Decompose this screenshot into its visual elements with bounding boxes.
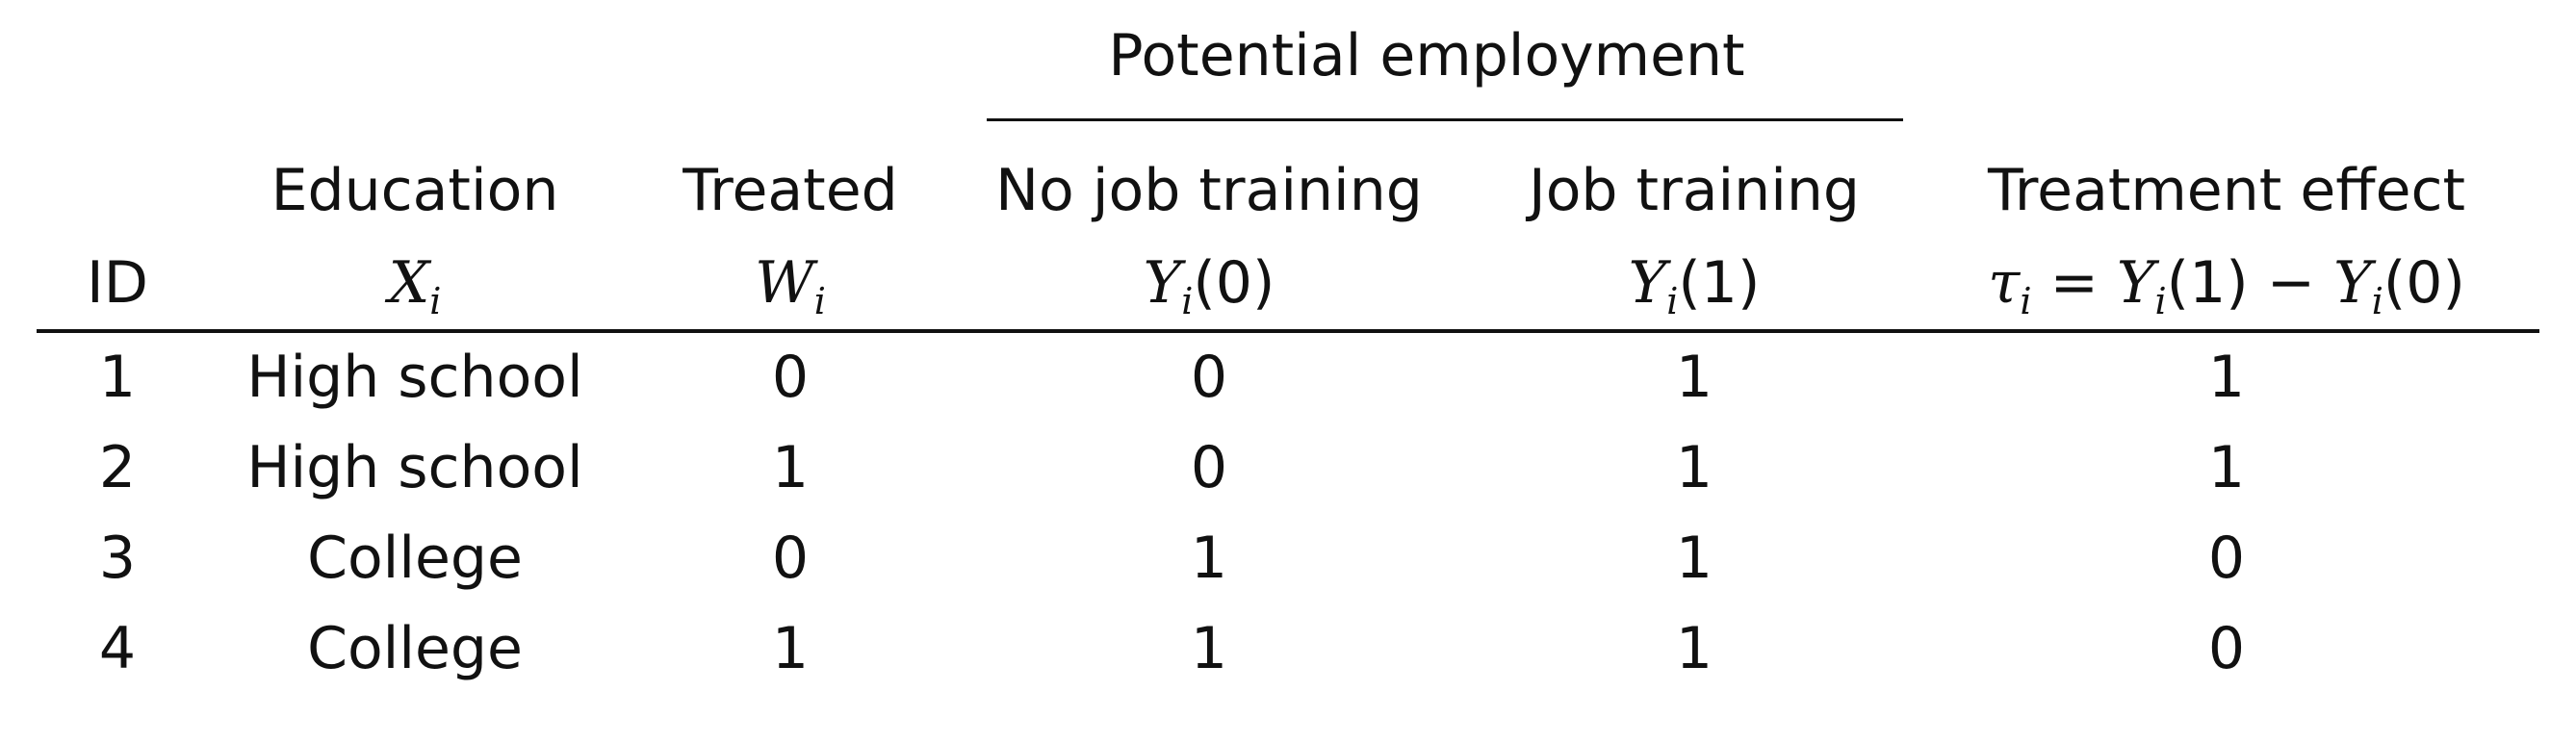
cell-y1: 1 [1675, 344, 1713, 411]
cell-y1: 1 [1675, 525, 1713, 592]
cell-tau: 1 [2207, 434, 2246, 501]
cell-education: College [307, 525, 523, 592]
cell-id: 1 [98, 344, 137, 411]
header-treated-var: Wi [755, 254, 826, 320]
header-treatment-effect-formula: τi = Yi(1) − Yi(0) [1988, 254, 2465, 320]
cell-id: 2 [98, 434, 137, 501]
cell-y0: 0 [1190, 344, 1228, 411]
header-education-var: Xi [389, 254, 442, 320]
sub-i: i [813, 280, 826, 322]
header-education: Education [270, 157, 559, 224]
cell-tau: 0 [2207, 525, 2246, 592]
cell-education: College [307, 615, 523, 682]
cell-id: 3 [98, 525, 137, 592]
sub-i: i [2371, 280, 2383, 322]
cell-y0: 1 [1190, 525, 1228, 592]
cell-treated: 0 [771, 525, 810, 592]
arg-0: (0) [1193, 249, 1275, 317]
header-job-training: Job training [1528, 157, 1861, 224]
cell-education: High school [246, 434, 583, 501]
arg-1: (1) [1678, 249, 1761, 317]
var-tau: τ [1988, 249, 2021, 317]
var-x: X [388, 249, 430, 317]
header-treated: Treated [683, 157, 898, 224]
cell-y1: 1 [1675, 434, 1713, 501]
arg-0: (0) [2383, 249, 2465, 317]
header-id: ID [87, 249, 148, 317]
var-y: Y [1143, 249, 1182, 317]
cell-tau: 0 [2207, 615, 2246, 682]
sub-i: i [2020, 280, 2032, 322]
var-y0: Y [2333, 249, 2372, 317]
minus-sign: − [2248, 249, 2334, 317]
var-w: W [755, 249, 814, 317]
sub-i: i [1666, 280, 1679, 322]
equals-sign: = [2031, 249, 2117, 317]
cell-treated: 1 [771, 434, 810, 501]
var-y: Y [1628, 249, 1667, 317]
cell-id: 4 [98, 615, 137, 682]
potential-outcomes-table: Potential employment Education Treated N… [37, 0, 2539, 743]
cell-y1: 1 [1675, 615, 1713, 682]
sub-i: i [2154, 280, 2167, 322]
cell-treated: 1 [771, 615, 810, 682]
cell-tau: 1 [2207, 344, 2246, 411]
cell-education: High school [246, 344, 583, 411]
header-job-training-var: Yi(1) [1629, 254, 1761, 320]
header-treatment-effect: Treatment effect [1987, 157, 2466, 224]
group-header-potential-employment: Potential employment [1108, 22, 1745, 90]
cell-treated: 0 [771, 344, 810, 411]
header-no-job-training: No job training [995, 157, 1423, 224]
arg-1: (1) [2166, 249, 2249, 317]
sub-i: i [429, 280, 442, 322]
var-y1: Y [2116, 249, 2155, 317]
header-no-job-training-var: Yi(0) [1144, 254, 1275, 320]
cell-y0: 1 [1190, 615, 1228, 682]
sub-i: i [1181, 280, 1194, 322]
group-header-rule [987, 118, 1903, 121]
header-rule [37, 329, 2539, 333]
cell-y0: 0 [1190, 434, 1228, 501]
